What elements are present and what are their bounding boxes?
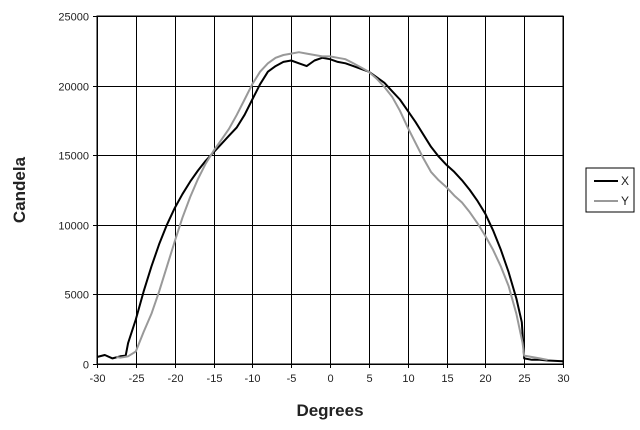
x-tick-label: 0 [327,373,333,385]
legend-box [585,167,635,213]
x-tick-label: -20 [168,373,184,385]
x-axis-ticks: -30 -25 -20 -15 -10 -5 0 5 10 15 20 25 30 [90,364,570,385]
x-tick-label: 30 [557,373,569,385]
x-tick-label: 10 [402,373,414,385]
y-tick-label: 5000 [65,290,89,302]
series-line-x [96,56,564,363]
legend: X Y [585,167,635,213]
x-tick-label: -15 [207,373,223,385]
series-lines [96,51,564,363]
x-tick-label: 5 [366,373,372,385]
legend-label-y: Y [621,194,629,208]
x-tick-label: -30 [90,373,106,385]
y-axis-title: Candela [10,156,29,223]
x-tick-label: -10 [245,373,261,385]
y-tick-label: 20000 [58,82,89,94]
x-tick-label: -25 [129,373,145,385]
y-axis-ticks: 0 5000 10000 15000 20000 25000 [58,12,97,372]
grid [97,16,564,365]
y-tick-label: 10000 [58,221,89,233]
x-tick-label: 25 [518,373,530,385]
x-axis-title: Degrees [296,401,363,420]
x-tick-label: -5 [287,373,297,385]
y-tick-label: 25000 [58,12,89,24]
legend-label-x: X [621,174,629,188]
x-tick-label: 20 [479,373,491,385]
y-tick-label: 0 [83,360,89,372]
y-tick-label: 15000 [58,151,89,163]
series-line-y [116,51,548,361]
x-tick-label: 15 [441,373,453,385]
